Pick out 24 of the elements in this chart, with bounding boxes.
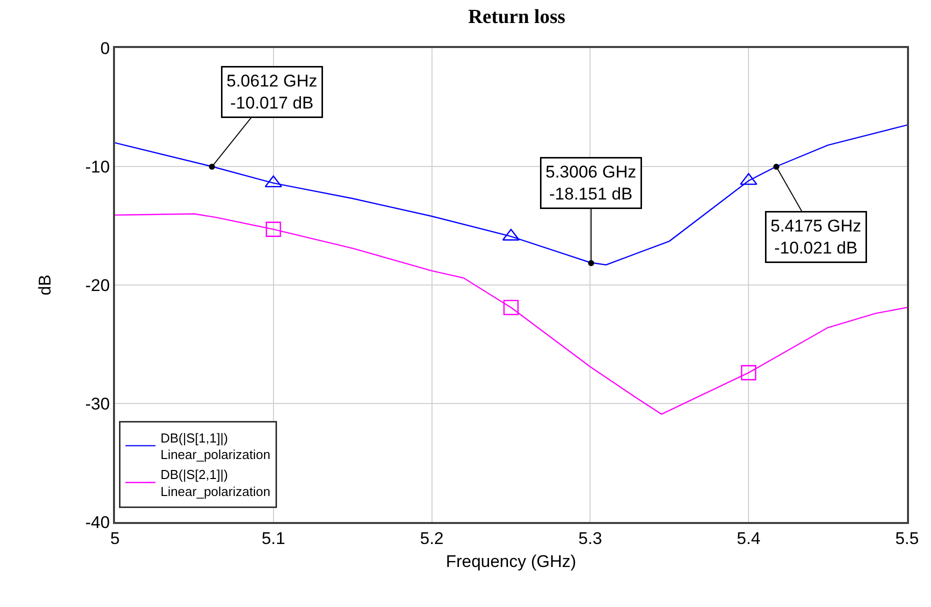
line-series xyxy=(115,213,907,415)
x-tick-label: 5.1 xyxy=(262,529,286,548)
x-tick-label: 5.2 xyxy=(420,529,444,548)
chart-title: Return loss xyxy=(468,6,566,28)
point xyxy=(266,222,282,237)
y-axis-title: dB xyxy=(35,274,54,296)
annotation: 5.4175 GHz -10.021 dB xyxy=(770,216,862,258)
y-tick-label: 0 xyxy=(100,38,110,58)
legend-label: DB(|S[2,1]|) Linear_polarization xyxy=(160,467,270,499)
y-tick-label: -30 xyxy=(85,394,110,414)
point xyxy=(503,300,519,316)
x-tick-label: 5.3 xyxy=(578,529,602,548)
annotation: 5.0612 GHz -10.017 dB xyxy=(226,72,318,113)
x-tick-label: 5 xyxy=(110,529,120,548)
x-tick-label: 5.5 xyxy=(895,529,919,548)
x-tick-label: 5.4 xyxy=(736,529,760,548)
legend-label: DB(|S[1,1]|) Linear_polarization xyxy=(160,430,270,462)
point xyxy=(740,365,756,380)
y-tick-label: -10 xyxy=(85,157,110,176)
y-tick-label: -20 xyxy=(85,276,110,295)
annotation: 5.3006 GHz -18.151 dB xyxy=(546,162,636,204)
line-series xyxy=(115,124,907,266)
x-axis-title: Frequency (GHz) xyxy=(446,552,576,572)
y-tick-label: -40 xyxy=(85,512,110,532)
